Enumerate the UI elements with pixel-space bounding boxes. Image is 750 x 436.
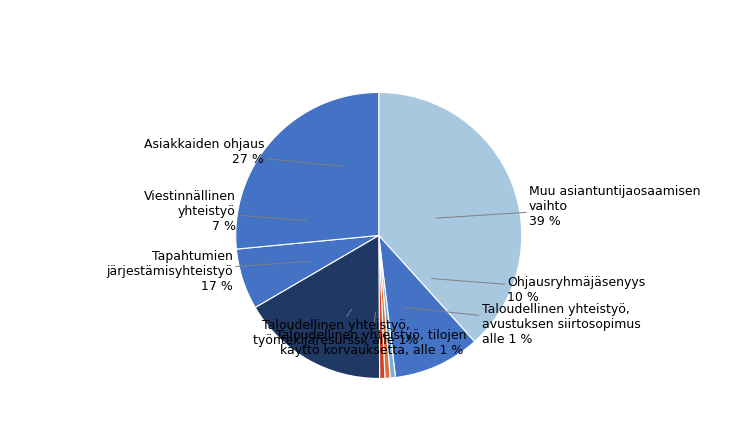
Text: Tapahtumien
järjestämisyhteistyö
17 %: Tapahtumien järjestämisyhteistyö 17 % — [106, 250, 310, 293]
Wedge shape — [379, 235, 475, 378]
Wedge shape — [236, 92, 379, 249]
Text: Taloudellinen yhteistyö,
avustuksen siirtosopimus
alle 1 %: Taloudellinen yhteistyö, avustuksen siir… — [403, 303, 640, 346]
Text: Viestinnällinen
yhteistyö
7 %: Viestinnällinen yhteistyö 7 % — [144, 190, 308, 233]
Text: Taloudellinen yhteistyö, tilojen
käyttö korvauksetta, alle 1 %: Taloudellinen yhteistyö, tilojen käyttö … — [276, 313, 466, 357]
Wedge shape — [379, 235, 385, 378]
Wedge shape — [379, 235, 395, 378]
Text: Ohjausryhmäjäsenyys
10 %: Ohjausryhmäjäsenyys 10 % — [431, 276, 646, 304]
Wedge shape — [379, 235, 390, 378]
Text: Taloudellinen yhteistyö,
työntekijäresurssi, alle 1%: Taloudellinen yhteistyö, työntekijäresur… — [254, 309, 419, 347]
Wedge shape — [236, 235, 379, 307]
Wedge shape — [255, 235, 380, 378]
Text: Muu asiantuntijaosaamisen
vaihto
39 %: Muu asiantuntijaosaamisen vaihto 39 % — [436, 185, 700, 228]
Text: Asiakkaiden ohjaus
27 %: Asiakkaiden ohjaus 27 % — [144, 139, 344, 167]
Wedge shape — [379, 92, 522, 341]
